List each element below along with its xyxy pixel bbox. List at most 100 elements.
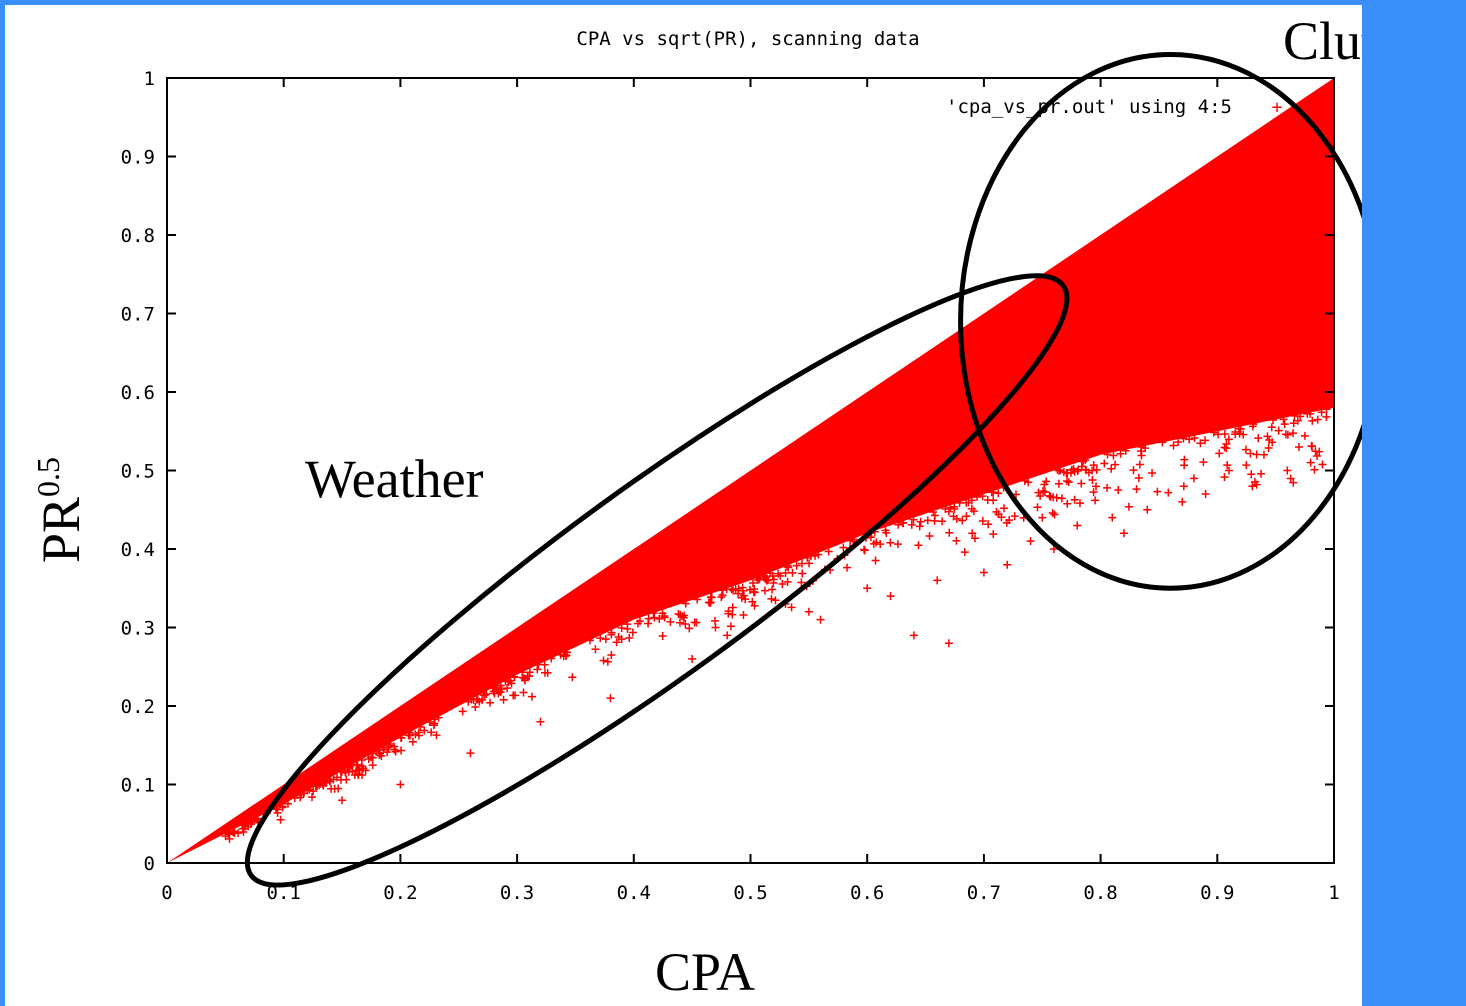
scatter-point — [1042, 477, 1051, 486]
scatter-point — [1259, 450, 1268, 459]
scatter-point — [503, 684, 512, 693]
scatter-point — [938, 517, 947, 526]
y-tick-label: 0.7 — [121, 304, 155, 326]
scatter-point — [606, 694, 615, 703]
scatter-point — [472, 695, 481, 704]
scatter-point — [1109, 451, 1118, 460]
scatter-point — [434, 713, 443, 722]
weather-ellipse — [244, 273, 1070, 888]
scatter-point — [1290, 411, 1299, 420]
scatter-point — [1134, 473, 1143, 482]
scatter-point — [767, 594, 776, 603]
y-tick-label: 0.2 — [121, 696, 155, 718]
scatter-point — [321, 777, 330, 786]
scatter-point — [824, 547, 833, 556]
scatter-point — [391, 747, 400, 756]
y-tick-label: 0.5 — [121, 461, 155, 483]
scatter-point — [726, 622, 735, 631]
scatter-point — [960, 548, 969, 557]
scatter-point — [804, 607, 813, 616]
scatter-point — [1241, 445, 1250, 454]
scatter-point — [1063, 499, 1072, 508]
scatter-point — [368, 761, 377, 770]
scatter-point — [692, 618, 701, 627]
scatter-point — [1033, 503, 1042, 512]
scatter-point — [510, 673, 519, 682]
scatter-point — [305, 785, 314, 794]
scatter-point — [1026, 537, 1035, 546]
scatter-point — [397, 746, 406, 755]
scatter-point — [1283, 430, 1292, 439]
scatter-point — [1224, 435, 1233, 444]
scatter-point — [1077, 479, 1086, 488]
scatter-point — [1153, 487, 1162, 496]
scatter-point — [425, 717, 434, 726]
scatter-point — [617, 635, 626, 644]
y-tick-label: 0.8 — [121, 225, 155, 247]
scatter-point — [962, 512, 971, 521]
scatter-point — [860, 546, 869, 555]
scatter-point — [628, 628, 637, 637]
scatter-point — [591, 645, 600, 654]
scatter-point — [601, 635, 610, 644]
scatter-point — [1286, 474, 1295, 483]
chart-title: CPA vs sqrt(PR), scanning data — [576, 28, 919, 50]
scatter-point — [711, 616, 720, 625]
scatter-point — [894, 520, 903, 529]
scatter-point — [1289, 478, 1298, 487]
scatter-point — [1089, 461, 1098, 470]
scatter-point — [1045, 491, 1054, 500]
scatter-point — [778, 580, 787, 589]
scatter-point — [536, 717, 545, 726]
scatter-point — [1121, 446, 1130, 455]
scatter-point — [1318, 460, 1327, 469]
scatter-point — [753, 576, 762, 585]
y-axis: 0 0.1 0.2 0.3 0.4 0.5 0.6 0.7 0.8 0.9 1 — [121, 68, 1334, 875]
scatter-point — [319, 781, 328, 790]
scatter-point — [768, 571, 777, 580]
scatter-point — [914, 541, 923, 550]
scatter-point — [734, 584, 743, 593]
scatter-point — [964, 498, 973, 507]
scatter-point — [984, 520, 993, 529]
scatter-point — [660, 613, 669, 622]
scatter-point — [882, 528, 891, 537]
scatter-point — [1038, 513, 1047, 522]
scatter-point — [1143, 505, 1152, 514]
y-axis-label-base: PR — [31, 497, 91, 563]
scatter-point — [635, 617, 644, 626]
scatter-point — [1236, 425, 1245, 434]
x-tick-label: 1 — [1328, 882, 1339, 904]
scatter-point — [1306, 458, 1315, 467]
scatter-point — [989, 530, 998, 539]
scatter-point — [607, 628, 616, 637]
scatter-point — [1119, 529, 1128, 538]
scatter-point — [1196, 439, 1205, 448]
scatter-point — [486, 698, 495, 707]
scatter-point — [979, 568, 988, 577]
scatter-point — [728, 603, 737, 612]
scatter-point — [347, 761, 356, 770]
scatter-point — [1092, 482, 1101, 491]
scatter-point — [480, 691, 489, 700]
scatter-point — [1040, 488, 1049, 497]
x-axis: 0 0.1 0.2 0.3 0.4 0.5 0.6 0.7 0.8 0.9 1 — [161, 78, 1340, 904]
scatter-point — [427, 728, 436, 737]
scatter-point — [1313, 452, 1322, 461]
scatter-point — [1283, 466, 1292, 475]
scatter-point — [338, 796, 347, 805]
scatter-point — [769, 575, 778, 584]
scatter-point — [1247, 470, 1256, 479]
x-tick-label: 0.3 — [500, 882, 534, 904]
y-tick-label: 0 — [144, 853, 155, 875]
scatter-point — [899, 518, 908, 527]
scatter-point — [750, 601, 759, 610]
scatter-point — [1100, 459, 1109, 468]
scatter-point — [723, 631, 732, 640]
scatter-point — [1062, 476, 1071, 485]
scatter-point — [1220, 430, 1229, 439]
scatter-point — [907, 520, 916, 529]
scatter-point — [507, 679, 516, 688]
scatter-point — [1289, 419, 1298, 428]
scatter-point — [929, 507, 938, 516]
